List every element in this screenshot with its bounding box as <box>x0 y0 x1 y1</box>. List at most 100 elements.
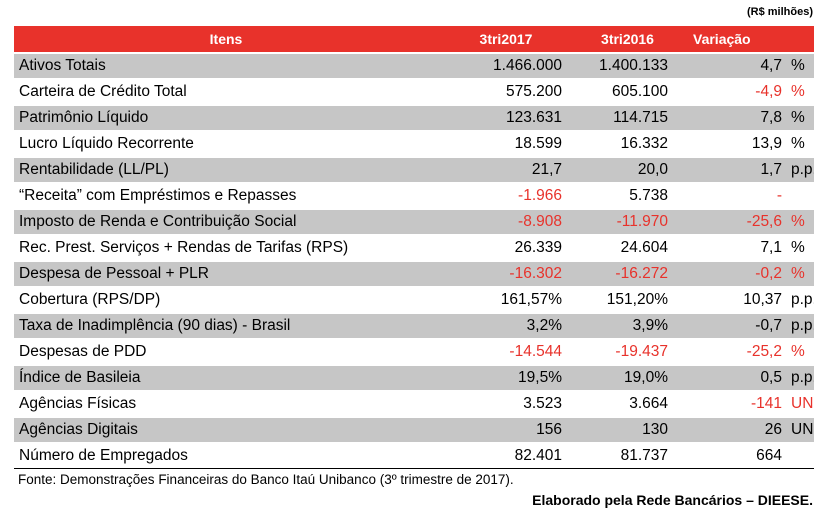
row-variation: 1,7 <box>681 158 785 184</box>
row-variation-unit: UN <box>785 418 815 444</box>
unit-note: (R$ milhões) <box>746 6 813 18</box>
row-value-3tri2016: 1.400.133 <box>574 54 681 80</box>
header-variation: Variação <box>681 26 815 54</box>
row-variation: -141 <box>681 392 785 418</box>
row-item-label: Agências Digitais <box>14 418 438 444</box>
credit-note: Elaborado pela Rede Bancários – DIEESE. <box>532 492 813 508</box>
table-row: Rec. Prest. Serviços + Rendas de Tarifas… <box>14 236 815 262</box>
row-value-3tri2017: 26.339 <box>438 236 574 262</box>
table-row: Carteira de Crédito Total 575.200 605.100-… <box>14 80 815 106</box>
row-value-3tri2017: 161,57% <box>438 288 574 314</box>
row-value-3tri2017: 3,2% <box>438 314 574 340</box>
header-items: Itens <box>14 26 438 54</box>
row-variation: 0,5 <box>681 366 785 392</box>
row-value-3tri2017: 156 <box>438 418 574 444</box>
row-item-label: Ativos Totais <box>14 54 438 80</box>
row-variation: 26 <box>681 418 785 444</box>
row-variation: -25,2 <box>681 340 785 366</box>
row-value-3tri2017: -14.544 <box>438 340 574 366</box>
row-value-3tri2017: 575.200 <box>438 80 574 106</box>
table-row: Ativos Totais 1.466.000 1.400.133 4,7% <box>14 54 815 80</box>
row-variation-unit: p.p. <box>785 288 815 314</box>
row-variation-unit: UN <box>785 392 815 418</box>
row-item-label: Patrimônio Líquido <box>14 106 438 132</box>
row-value-3tri2017: -1.966 <box>438 184 574 210</box>
row-value-3tri2016: 24.604 <box>574 236 681 262</box>
row-variation-unit: % <box>785 262 815 288</box>
row-value-3tri2017: 19,5% <box>438 366 574 392</box>
row-value-3tri2016: 130 <box>574 418 681 444</box>
row-variation: - <box>681 184 785 210</box>
row-variation-unit: p.p. <box>785 158 815 184</box>
row-value-3tri2016: 605.100 <box>574 80 681 106</box>
row-variation-unit: % <box>785 210 815 236</box>
row-item-label: Rentabilidade (LL/PL) <box>14 158 438 184</box>
row-variation-unit: % <box>785 132 815 158</box>
row-item-label: “Receita” com Empréstimos e Repasses <box>14 184 438 210</box>
row-item-label: Índice de Basileia <box>14 366 438 392</box>
row-variation: -4,9 <box>681 80 785 106</box>
row-value-3tri2016: -16.272 <box>574 262 681 288</box>
row-item-label: Agências Físicas <box>14 392 438 418</box>
table-row: Despesa de Pessoal + PLR -16.302 -16.272 -0… <box>14 262 815 288</box>
row-variation-unit: p.p. <box>785 366 815 392</box>
table-row: “Receita” com Empréstimos e Repasses -1.9… <box>14 184 815 210</box>
table-header-row: Itens 3tri2017 3tri2016 Variação <box>14 26 815 54</box>
row-value-3tri2017: 1.466.000 <box>438 54 574 80</box>
table-row: Taxa de Inadimplência (90 dias) - Brasil… <box>14 314 815 340</box>
row-value-3tri2016: 5.738 <box>574 184 681 210</box>
table-row: Patrimônio Líquido 123.631 114.715 7,8% <box>14 106 815 132</box>
row-variation-unit: % <box>785 236 815 262</box>
row-value-3tri2017: 21,7 <box>438 158 574 184</box>
financial-table: Itens 3tri2017 3tri2016 Variação Ativos … <box>14 26 815 469</box>
row-value-3tri2016: -19.437 <box>574 340 681 366</box>
row-value-3tri2016: 16.332 <box>574 132 681 158</box>
row-variation-unit: p.p. <box>785 314 815 340</box>
row-item-label: Carteira de Crédito Total <box>14 80 438 106</box>
header-3tri2016: 3tri2016 <box>574 26 681 54</box>
row-value-3tri2017: 123.631 <box>438 106 574 132</box>
row-item-label: Taxa de Inadimplência (90 dias) - Brasil <box>14 314 438 340</box>
row-value-3tri2016: 20,0 <box>574 158 681 184</box>
row-variation: 13,9 <box>681 132 785 158</box>
row-value-3tri2016: 19,0% <box>574 366 681 392</box>
row-item-label: Despesas de PDD <box>14 340 438 366</box>
table-row: Agências Digitais 156 130 26 UN <box>14 418 815 444</box>
row-value-3tri2017: -8.908 <box>438 210 574 236</box>
row-variation: -25,6 <box>681 210 785 236</box>
table-row: Agências Físicas 3.523 3.664 -141 UN <box>14 392 815 418</box>
row-item-label: Lucro Líquido Recorrente <box>14 132 438 158</box>
row-variation-unit <box>785 444 815 469</box>
table-body: Ativos Totais 1.466.000 1.400.133 4,7% Carte… <box>14 54 815 469</box>
row-item-label: Despesa de Pessoal + PLR <box>14 262 438 288</box>
table-row: Despesas de PDD -14.544 -19.437 -25,2% <box>14 340 815 366</box>
row-variation-unit: % <box>785 54 815 80</box>
table-row: Cobertura (RPS/DP) 161,57% 151,20% 10,37 p.p… <box>14 288 815 314</box>
row-value-3tri2016: 3,9% <box>574 314 681 340</box>
row-item-label: Número de Empregados <box>14 444 438 469</box>
table-row: Imposto de Renda e Contribuição Social -8… <box>14 210 815 236</box>
row-variation: -0,7 <box>681 314 785 340</box>
row-variation-unit <box>785 184 815 210</box>
row-item-label: Cobertura (RPS/DP) <box>14 288 438 314</box>
row-variation: 4,7 <box>681 54 785 80</box>
row-variation: -0,2 <box>681 262 785 288</box>
row-value-3tri2016: -11.970 <box>574 210 681 236</box>
row-item-label: Rec. Prest. Serviços + Rendas de Tarifas… <box>14 236 438 262</box>
row-variation: 664 <box>681 444 785 469</box>
row-value-3tri2016: 3.664 <box>574 392 681 418</box>
row-variation-unit: % <box>785 80 815 106</box>
table-row: Lucro Líquido Recorrente 18.599 16.332 13,9… <box>14 132 815 158</box>
row-value-3tri2016: 114.715 <box>574 106 681 132</box>
table-row: Rentabilidade (LL/PL)21,720,01,7p.p. <box>14 158 815 184</box>
row-variation: 7,1 <box>681 236 785 262</box>
source-note: Fonte: Demonstrações Financeiras do Banc… <box>18 472 514 487</box>
header-3tri2017: 3tri2017 <box>438 26 574 54</box>
row-value-3tri2017: -16.302 <box>438 262 574 288</box>
row-variation: 10,37 <box>681 288 785 314</box>
row-value-3tri2017: 18.599 <box>438 132 574 158</box>
row-value-3tri2016: 81.737 <box>574 444 681 469</box>
table-row: Número de Empregados 82.401 81.737 664 <box>14 444 815 469</box>
row-variation-unit: % <box>785 340 815 366</box>
